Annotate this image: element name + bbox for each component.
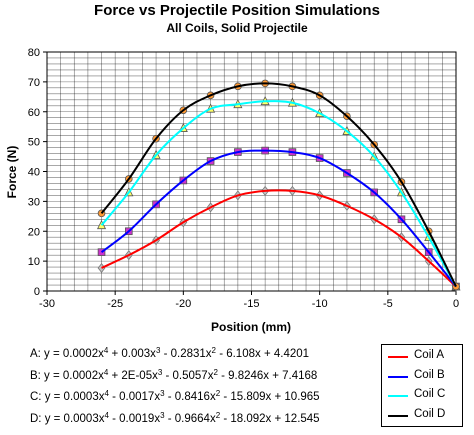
legend-label: Coil B bbox=[414, 368, 445, 381]
equation-coil-c: C: y = 0.0003x4 - 0.0017x3 - 0.8416x2 - … bbox=[30, 389, 320, 404]
axes: -30 -25 -20 -15 -10 -5 0 0 10 20 30 40 50 60 70 80 bbox=[28, 47, 459, 310]
x-tick-label: -10 bbox=[312, 298, 328, 310]
legend-label: Coil C bbox=[414, 388, 446, 400]
equation-coil-a: A: y = 0.0002x4 + 0.003x3 - 0.2831x2 - 6… bbox=[30, 346, 310, 361]
y-tick-label: 60 bbox=[28, 107, 40, 119]
x-tick-label: 0 bbox=[453, 298, 459, 310]
y-axis-label: Force (N) bbox=[5, 146, 19, 199]
y-tick-label: 70 bbox=[28, 77, 40, 89]
x-tick-label: -20 bbox=[175, 298, 191, 310]
y-tick-label: 20 bbox=[28, 226, 40, 238]
x-tick-label: -5 bbox=[383, 298, 393, 310]
y-tick-label: 80 bbox=[28, 47, 40, 59]
legend-swatch bbox=[388, 414, 408, 417]
legend-label: Coil D bbox=[414, 407, 446, 420]
y-tick-label: 10 bbox=[28, 256, 40, 268]
chart-title: Force vs Projectile Position Simulations bbox=[94, 2, 380, 19]
equation-coil-b: B: y = 0.0002x4 + 2E-05x3 - 0.5057x2 - 9… bbox=[30, 367, 318, 382]
legend-item: Coil B bbox=[382, 368, 462, 386]
legend-item: Coil A bbox=[382, 348, 462, 366]
x-tick-label: -25 bbox=[107, 298, 123, 310]
x-axis-label: Position (mm) bbox=[211, 320, 291, 334]
y-tick-label: 40 bbox=[28, 167, 40, 179]
trend-line-coil-d bbox=[100, 82, 457, 287]
x-tick-label: -15 bbox=[244, 298, 260, 310]
y-tick-label: 30 bbox=[28, 196, 40, 208]
trendline-equations: A: y = 0.0002x4 + 0.003x3 - 0.2831x2 - 6… bbox=[30, 344, 375, 430]
plot-area: -30 -25 -20 -15 -10 -5 0 0 10 20 30 40 50 60 70 80 Posi… bbox=[5, 47, 461, 334]
legend-swatch bbox=[388, 356, 408, 358]
trend-line-coil-c bbox=[100, 100, 457, 288]
y-tick-label: 0 bbox=[34, 286, 40, 298]
legend-swatch bbox=[388, 375, 408, 378]
x-tick-label: -30 bbox=[39, 298, 55, 310]
series-layer bbox=[96, 79, 461, 292]
legend-item: Coil C bbox=[382, 387, 462, 405]
trend-line-coil-a bbox=[101, 189, 457, 288]
legend-item: Coil D bbox=[382, 407, 462, 425]
trend-line-coil-b bbox=[100, 149, 457, 288]
chart-subtitle: All Coils, Solid Projectile bbox=[166, 21, 308, 35]
legend-swatch bbox=[388, 395, 408, 397]
legend-label: Coil A bbox=[414, 349, 445, 361]
equation-coil-d: D: y = 0.0003x4 - 0.0019x3 - 0.9664x2 - … bbox=[30, 410, 320, 425]
legend: Coil A Coil B Coil C Coil D bbox=[381, 344, 463, 427]
y-tick-label: 50 bbox=[28, 137, 40, 149]
